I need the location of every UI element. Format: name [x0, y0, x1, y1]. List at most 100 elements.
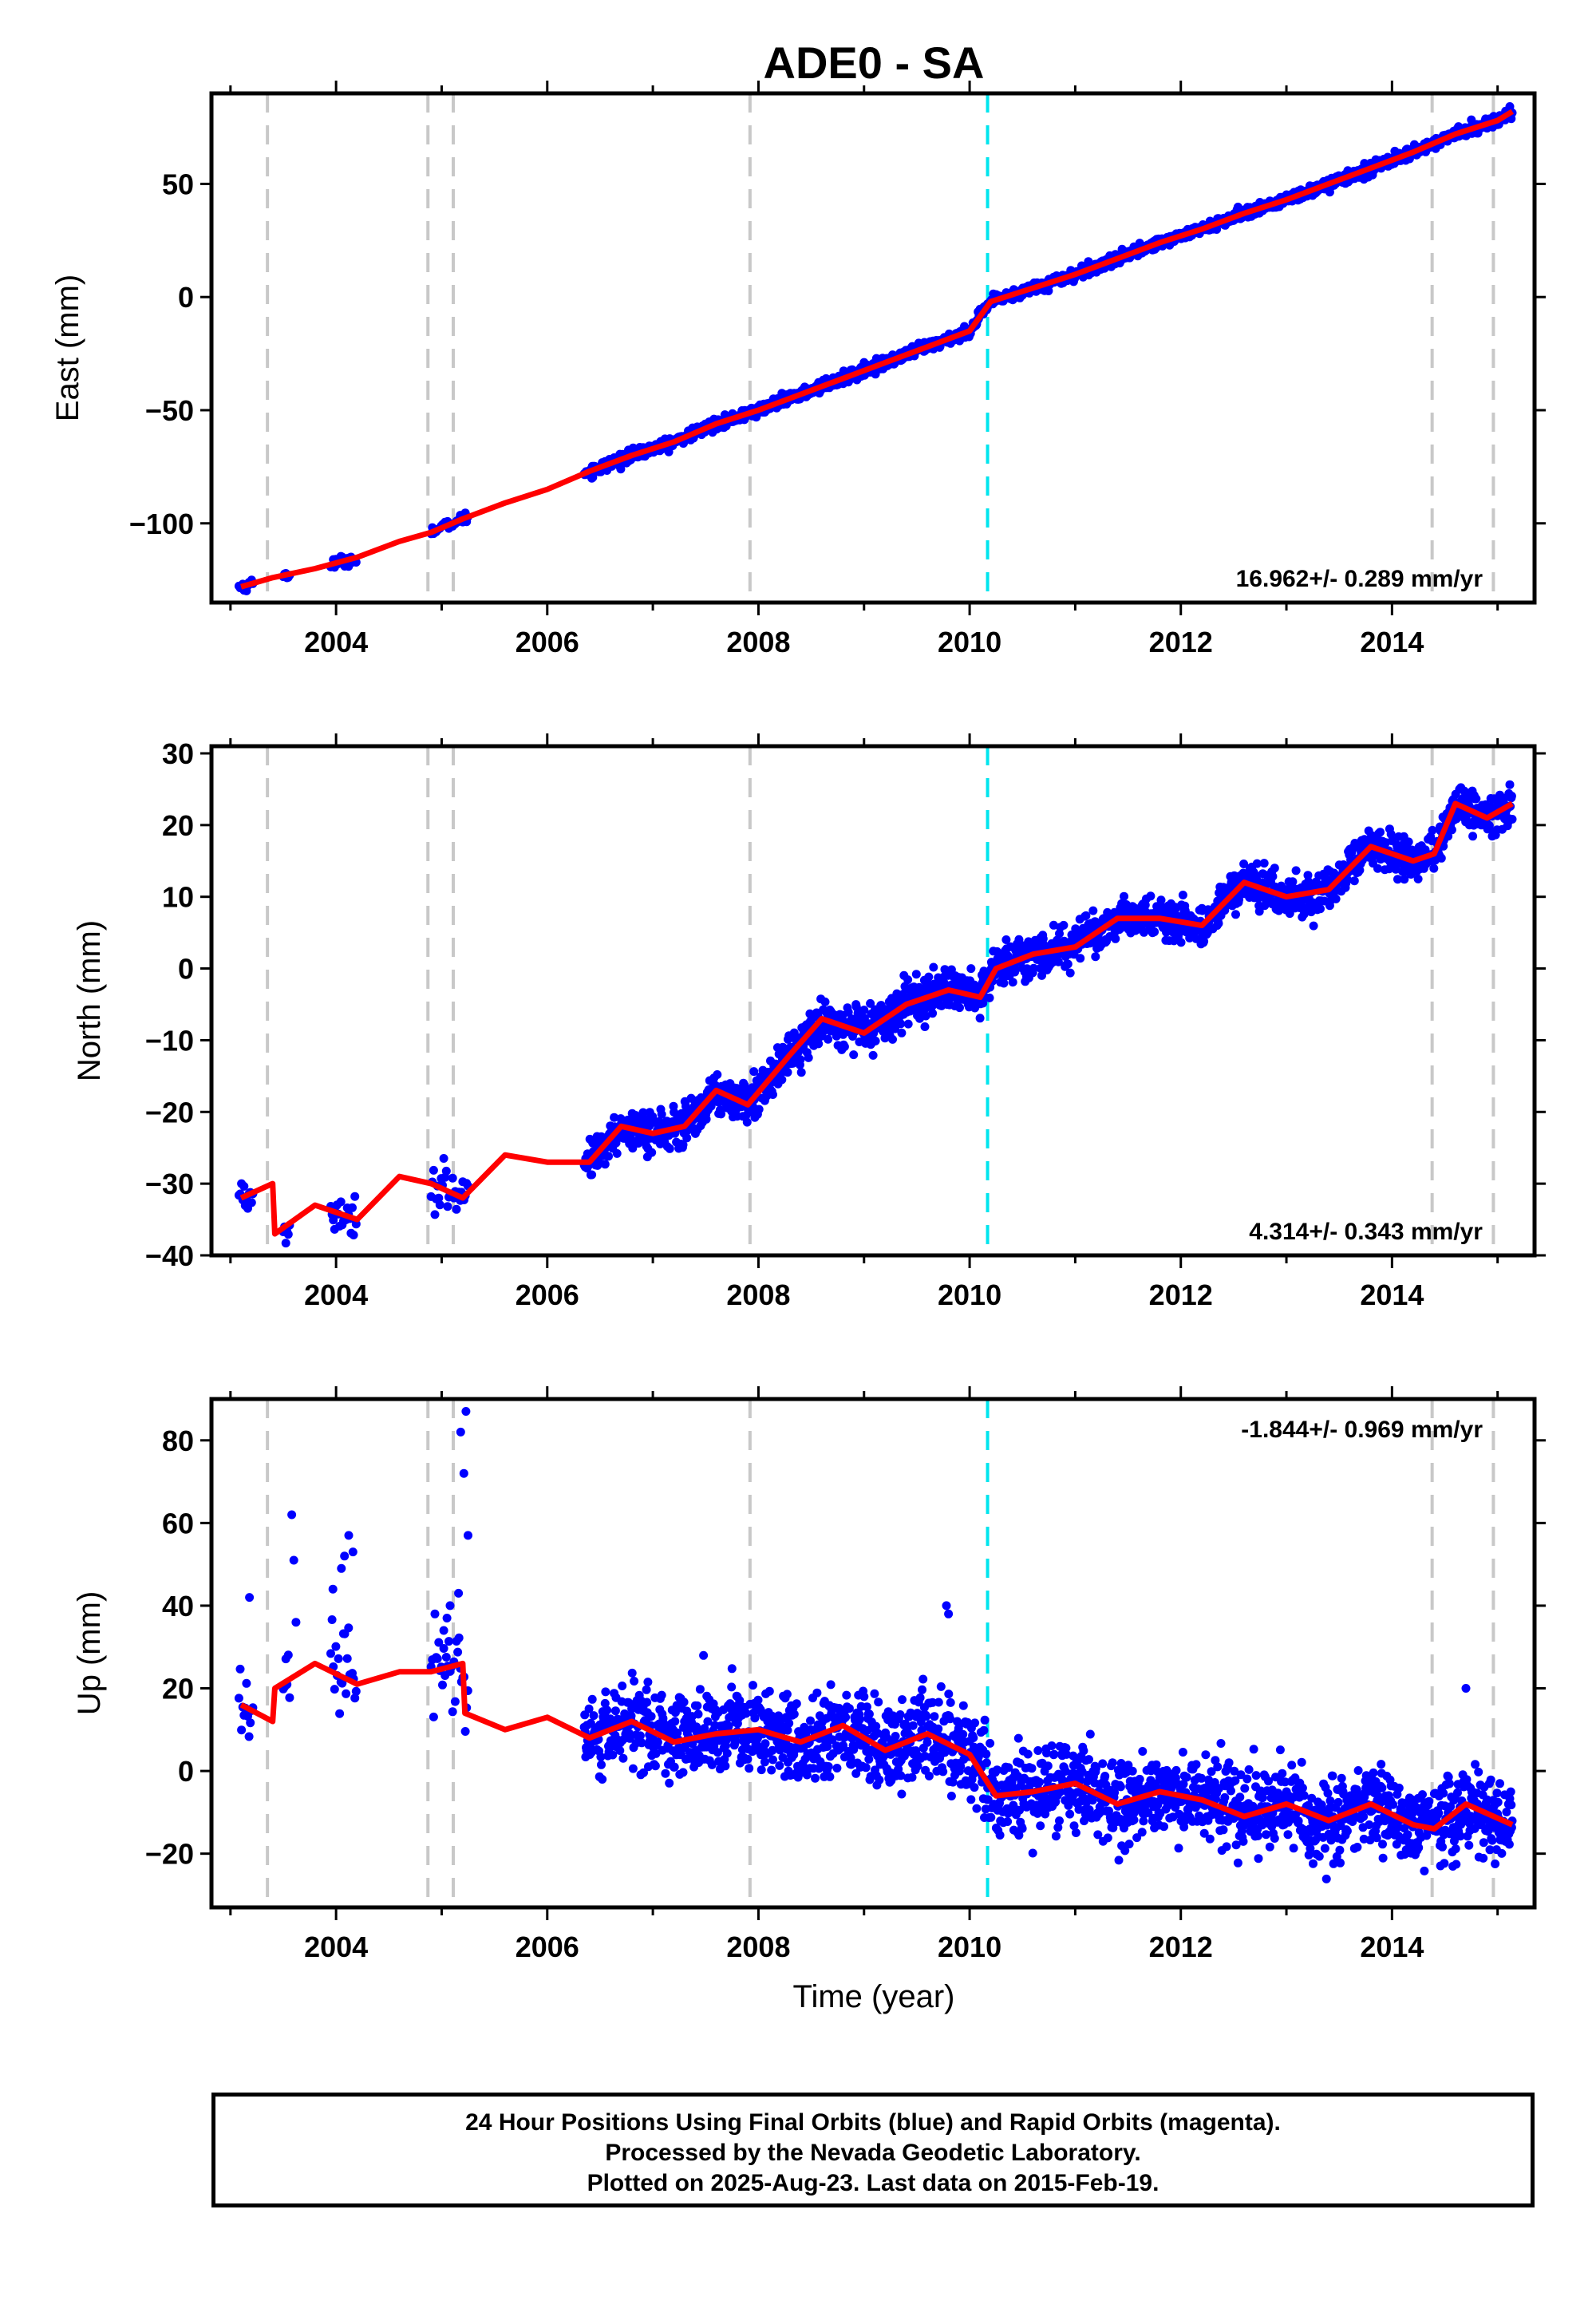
- data-point: [888, 1034, 897, 1044]
- data-point: [891, 1732, 900, 1741]
- data-point: [350, 1192, 360, 1201]
- data-point: [1081, 911, 1091, 920]
- data-point: [329, 1215, 338, 1225]
- data-point: [1429, 864, 1439, 873]
- data-point: [630, 1677, 639, 1686]
- data-point: [665, 1778, 674, 1788]
- data-point: [924, 972, 934, 982]
- data-point: [244, 1732, 254, 1741]
- data-point: [1120, 891, 1128, 901]
- data-point: [749, 1681, 757, 1690]
- y-axis-label: North (mm): [72, 920, 107, 1081]
- data-point: [454, 1633, 464, 1642]
- data-point: [1428, 825, 1437, 835]
- data-point: [754, 1105, 764, 1114]
- data-point: [722, 1749, 732, 1758]
- data-point: [782, 1690, 792, 1699]
- data-point: [749, 1067, 759, 1077]
- data-point: [1507, 815, 1517, 824]
- data-point: [237, 1725, 247, 1735]
- data-point: [760, 1739, 770, 1749]
- data-point: [789, 1709, 799, 1719]
- data-point: [450, 1697, 460, 1706]
- data-point: [849, 1050, 859, 1060]
- data-point: [657, 1109, 666, 1119]
- data-point: [1059, 920, 1069, 930]
- data-point: [915, 1693, 925, 1702]
- data-point: [1268, 871, 1278, 881]
- data-point: [1146, 891, 1156, 901]
- data-point: [895, 1710, 905, 1719]
- data-point: [701, 1114, 711, 1124]
- data-point: [1505, 780, 1515, 789]
- data-point: [429, 1165, 438, 1175]
- data-point: [638, 1108, 648, 1117]
- data-point: [804, 1053, 813, 1062]
- data-point: [920, 1022, 930, 1031]
- data-point: [433, 1654, 442, 1663]
- data-point: [783, 1068, 792, 1077]
- data-point: [875, 1775, 884, 1784]
- data-point: [832, 1764, 842, 1773]
- data-point: [930, 1712, 939, 1721]
- data-point: [1063, 959, 1073, 969]
- y-tick-label: 0: [178, 281, 194, 314]
- y-tick-label: −40: [145, 1239, 194, 1272]
- data-point: [1507, 792, 1516, 800]
- data-point: [693, 1709, 703, 1719]
- data-point: [678, 1140, 688, 1149]
- data-point: [434, 1193, 444, 1203]
- data-point: [695, 1685, 705, 1694]
- data-point: [627, 1668, 637, 1678]
- data-point: [342, 1654, 352, 1663]
- data-point: [975, 1014, 985, 1023]
- data-point: [349, 1231, 358, 1239]
- data-point: [1376, 828, 1385, 837]
- data-point: [913, 1761, 922, 1771]
- data-point: [1111, 934, 1120, 943]
- x-tick-label: 2004: [304, 1279, 368, 1311]
- data-point: [767, 1765, 776, 1775]
- x-tick-label: 2004: [304, 626, 368, 658]
- data-point: [812, 1688, 822, 1697]
- data-point: [283, 1650, 293, 1660]
- data-point: [348, 1203, 357, 1212]
- x-tick-label: 2006: [516, 626, 579, 658]
- data-point: [693, 1701, 702, 1710]
- data-point: [429, 1712, 438, 1721]
- data-point: [868, 1050, 878, 1060]
- data-point: [842, 1690, 851, 1700]
- data-point: [1468, 832, 1478, 841]
- data-point: [908, 1721, 918, 1730]
- data-point: [760, 1757, 769, 1767]
- plot-frame: [209, 91, 1537, 605]
- data-point: [439, 1644, 448, 1653]
- data-point: [784, 1718, 794, 1728]
- x-tick-label: 2010: [938, 626, 1001, 658]
- data-point: [285, 1693, 294, 1702]
- data-point: [665, 1144, 674, 1153]
- data-point: [453, 1647, 463, 1657]
- x-tick-label: 2014: [1360, 626, 1424, 658]
- data-point: [441, 1653, 451, 1662]
- data-point: [441, 1166, 451, 1176]
- data-point: [764, 1686, 774, 1696]
- data-point: [448, 1173, 457, 1183]
- data-point: [239, 1182, 249, 1191]
- data-point: [351, 1686, 361, 1696]
- data-point: [438, 1680, 447, 1690]
- y-tick-label: −100: [129, 508, 194, 540]
- data-point: [826, 1680, 836, 1690]
- data-point: [911, 970, 921, 979]
- chart-title: ADE0 - SA: [764, 38, 985, 88]
- data-point: [1231, 910, 1240, 919]
- data-point: [891, 1024, 899, 1034]
- data-point: [1404, 837, 1413, 847]
- data-point: [670, 1762, 679, 1772]
- data-point: [903, 975, 913, 985]
- data-point: [647, 1148, 657, 1157]
- y-tick-label: −10: [145, 1024, 194, 1057]
- data-point: [661, 1769, 670, 1778]
